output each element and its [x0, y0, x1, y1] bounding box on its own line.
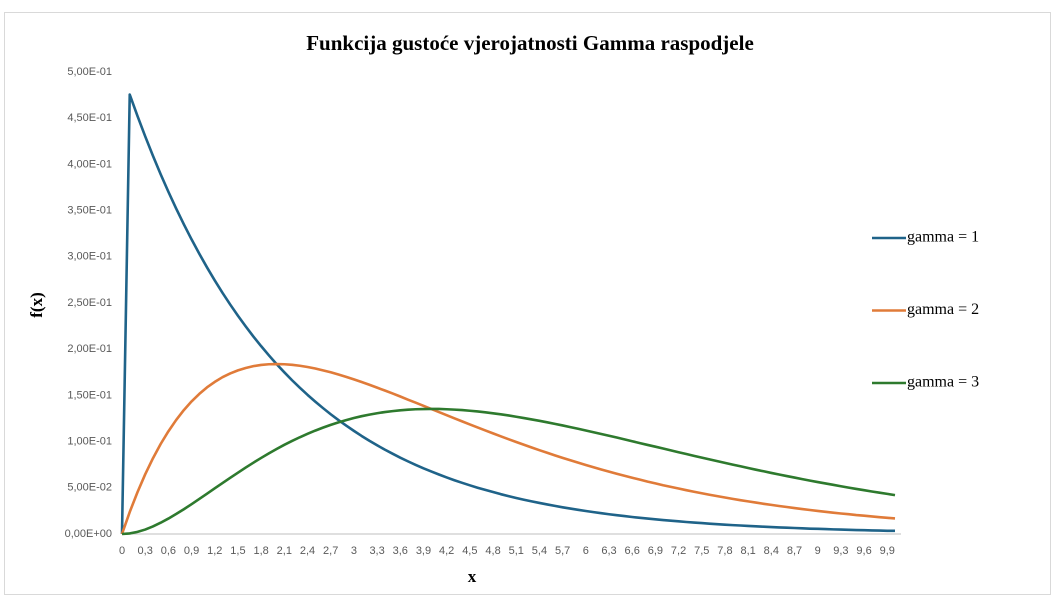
x-tick-label: 6 — [583, 545, 589, 557]
y-tick-label: 3,50E-01 — [67, 205, 112, 217]
x-tick-label: 3,9 — [416, 545, 431, 557]
x-tick-label: 2,7 — [323, 545, 338, 557]
legend-label: gamma = 3 — [907, 374, 979, 391]
x-tick-label: 5,7 — [555, 545, 570, 557]
x-tick-label: 0 — [119, 545, 125, 557]
x-tick-label: 9,3 — [833, 545, 848, 557]
chart-title: Funkcija gustoće vjerojatnosti Gamma ras… — [306, 31, 754, 55]
x-tick-label: 6,6 — [625, 545, 640, 557]
y-tick-label: 1,50E-01 — [67, 389, 112, 401]
y-tick-label: 4,50E-01 — [67, 112, 112, 124]
x-tick-label: 7,8 — [717, 545, 732, 557]
y-tick-label: 1,00E-01 — [67, 436, 112, 448]
y-tick-label: 2,00E-01 — [67, 343, 112, 355]
x-tick-label: 0,3 — [138, 545, 153, 557]
x-tick-label: 0,6 — [161, 545, 176, 557]
x-tick-label: 1,8 — [253, 545, 268, 557]
x-tick-label: 4,8 — [485, 545, 500, 557]
y-tick-label: 4,00E-01 — [67, 158, 112, 170]
x-tick-label: 3,3 — [369, 545, 384, 557]
x-tick-label: 5,4 — [532, 545, 547, 557]
x-tick-label: 3,6 — [393, 545, 408, 557]
x-tick-label: 5,1 — [509, 545, 524, 557]
x-tick-label: 8,4 — [764, 545, 779, 557]
y-tick-label: 5,00E-01 — [67, 66, 112, 78]
y-tick-label: 3,00E-01 — [67, 251, 112, 263]
y-tick-label: 5,00E-02 — [67, 482, 112, 494]
series-line — [120, 362, 896, 535]
x-tick-label: 1,2 — [207, 545, 222, 557]
x-tick-label: 2,4 — [300, 545, 315, 557]
x-axis-label: x — [468, 567, 477, 586]
legend-label: gamma = 1 — [907, 229, 979, 246]
x-tick-label: 8,7 — [787, 545, 802, 557]
x-tick-label: 4,5 — [462, 545, 477, 557]
y-tick-label: 0,00E+00 — [65, 528, 112, 540]
x-tick-label: 6,3 — [601, 545, 616, 557]
y-axis-label: f(x) — [27, 292, 46, 317]
legend-label: gamma = 2 — [907, 301, 979, 318]
x-tick-label: 3 — [351, 545, 357, 557]
x-tick-label: 9 — [815, 545, 821, 557]
x-tick-label: 7,5 — [694, 545, 709, 557]
x-tick-label: 1,5 — [230, 545, 245, 557]
x-tick-label: 2,1 — [277, 545, 292, 557]
x-tick-label: 6,9 — [648, 545, 663, 557]
x-tick-label: 9,9 — [880, 545, 895, 557]
x-tick-label: 7,2 — [671, 545, 686, 557]
y-tick-label: 2,50E-01 — [67, 297, 112, 309]
x-tick-label: 0,9 — [184, 545, 199, 557]
chart-border — [4, 12, 1051, 595]
x-tick-label: 9,6 — [856, 545, 871, 557]
x-tick-label: 4,2 — [439, 545, 454, 557]
series-line — [121, 407, 896, 536]
x-tick-label: 8,1 — [740, 545, 755, 557]
series-line — [120, 93, 896, 535]
